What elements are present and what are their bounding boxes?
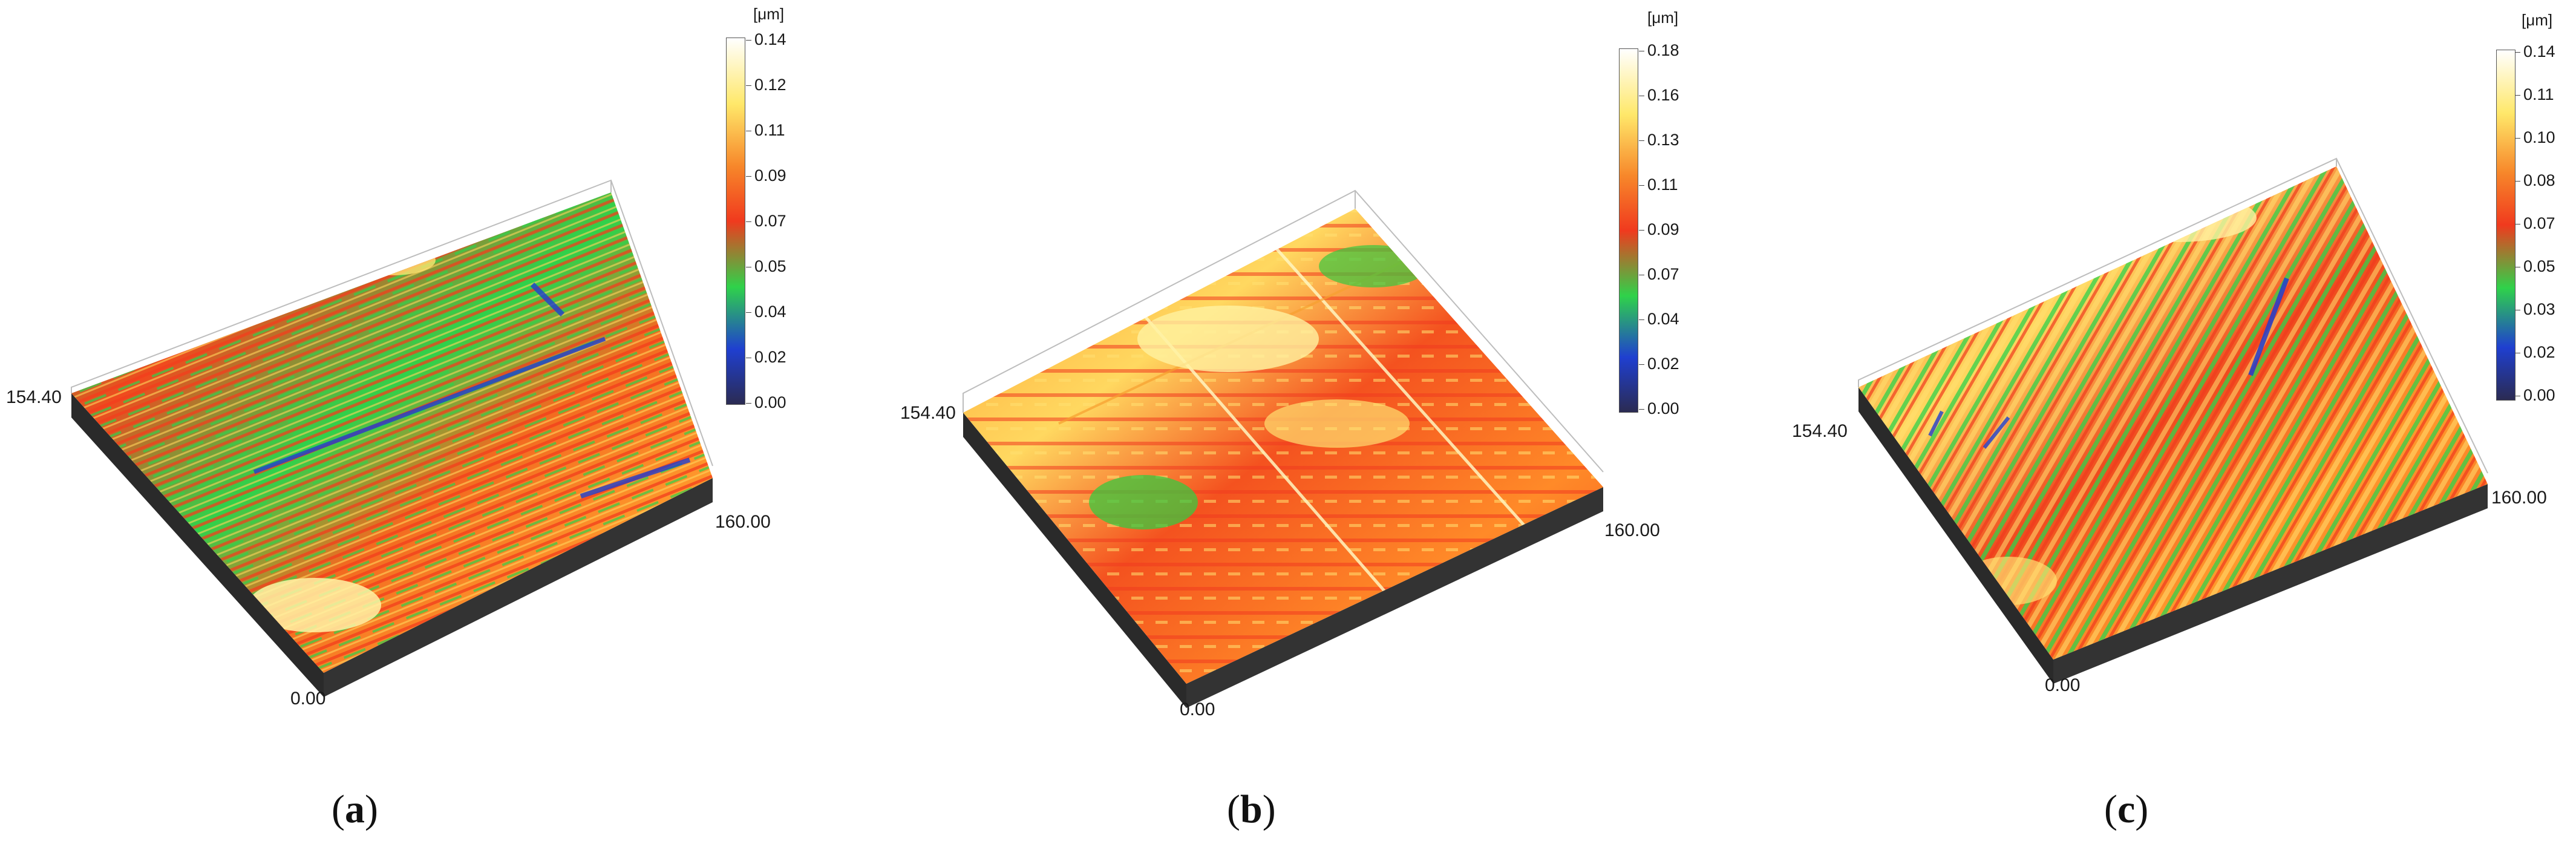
surface-base-b xyxy=(963,413,1186,708)
x-axis-label-b: 160.00 xyxy=(1604,520,1660,540)
bounding-box-a xyxy=(71,179,713,467)
panel-b: 154.40 160.00 0.00 [μm] 0.18 0.16 0.13 0… xyxy=(877,0,1736,858)
colorbar-tick: 0.07 xyxy=(746,212,786,230)
surface-plot-c xyxy=(1858,157,2488,684)
panel-a: 154.40 160.00 0.00 [μm] 0.14 0.12 0.11 0… xyxy=(0,0,859,858)
colorbar-tick: 0.09 xyxy=(746,166,786,185)
colorbar-tick: 0.04 xyxy=(1639,310,1679,328)
colorbar-unit-c: [μm] xyxy=(2522,11,2553,29)
colorbar-tick: 0.14 xyxy=(2515,42,2555,61)
colorbar-tick: 0.16 xyxy=(1639,86,1679,104)
origin-label-b: 0.00 xyxy=(1180,699,1215,719)
colorbar-tick: 0.00 xyxy=(746,393,786,411)
caption-b: (b) xyxy=(1227,787,1276,831)
colorbar-tick: 0.03 xyxy=(2515,300,2555,318)
colorbar-tick: 0.11 xyxy=(2515,85,2554,103)
colorbar-tick: 0.02 xyxy=(1639,355,1679,373)
colorbar-tick: 0.08 xyxy=(2515,171,2555,189)
panel-c: 154.40 160.00 0.00 [μm] 0.14 0.11 0.10 0… xyxy=(1754,0,2576,858)
colorbar-tick: 0.13 xyxy=(1639,131,1679,149)
colorbar-unit-b: [μm] xyxy=(1647,8,1679,27)
y-axis-label-a: 154.40 xyxy=(6,387,62,407)
colorbar-c xyxy=(2496,50,2516,401)
colorbar-tick: 0.05 xyxy=(746,257,786,275)
surface-base-a xyxy=(71,393,324,697)
colorbar-a xyxy=(726,38,745,405)
x-axis-label-c: 160.00 xyxy=(2491,488,2547,508)
colorbar-tick: 0.00 xyxy=(1639,399,1679,418)
colorbar-tick: 0.10 xyxy=(2515,128,2555,146)
colorbar-tick: 0.02 xyxy=(2515,343,2555,361)
colorbar-tick: 0.04 xyxy=(746,303,786,321)
surface-plot-b xyxy=(963,189,1604,708)
colorbar-tick: 0.09 xyxy=(1639,220,1679,238)
colorbar-unit-a: [μm] xyxy=(753,5,785,23)
colorbar-tick: 0.02 xyxy=(746,348,786,366)
origin-label-c: 0.00 xyxy=(2045,675,2081,695)
caption-a: (a) xyxy=(332,787,378,831)
colorbar-tick: 0.11 xyxy=(746,121,785,139)
colorbar-tick: 0.11 xyxy=(1639,175,1678,194)
colorbar-tick: 0.14 xyxy=(746,30,786,48)
colorbar-tick: 0.00 xyxy=(2515,386,2555,404)
y-axis-label-b: 154.40 xyxy=(900,403,956,423)
colorbar-tick: 0.05 xyxy=(2515,257,2555,275)
surface-base-c xyxy=(1858,387,2053,684)
bounding-box-c xyxy=(1858,157,2488,474)
colorbar-b xyxy=(1619,48,1638,413)
colorbar-tick: 0.07 xyxy=(2515,214,2555,232)
colorbar-tick: 0.07 xyxy=(1639,265,1679,283)
colorbar-tick: 0.18 xyxy=(1639,41,1679,59)
y-axis-label-c: 154.40 xyxy=(1792,421,1848,441)
origin-label-a: 0.00 xyxy=(290,689,326,709)
bounding-box-b xyxy=(963,189,1604,473)
surface-plot-a xyxy=(71,179,713,697)
colorbar-tick: 0.12 xyxy=(746,76,786,94)
x-axis-label-a: 160.00 xyxy=(715,512,771,532)
caption-c: (c) xyxy=(2104,787,2149,831)
